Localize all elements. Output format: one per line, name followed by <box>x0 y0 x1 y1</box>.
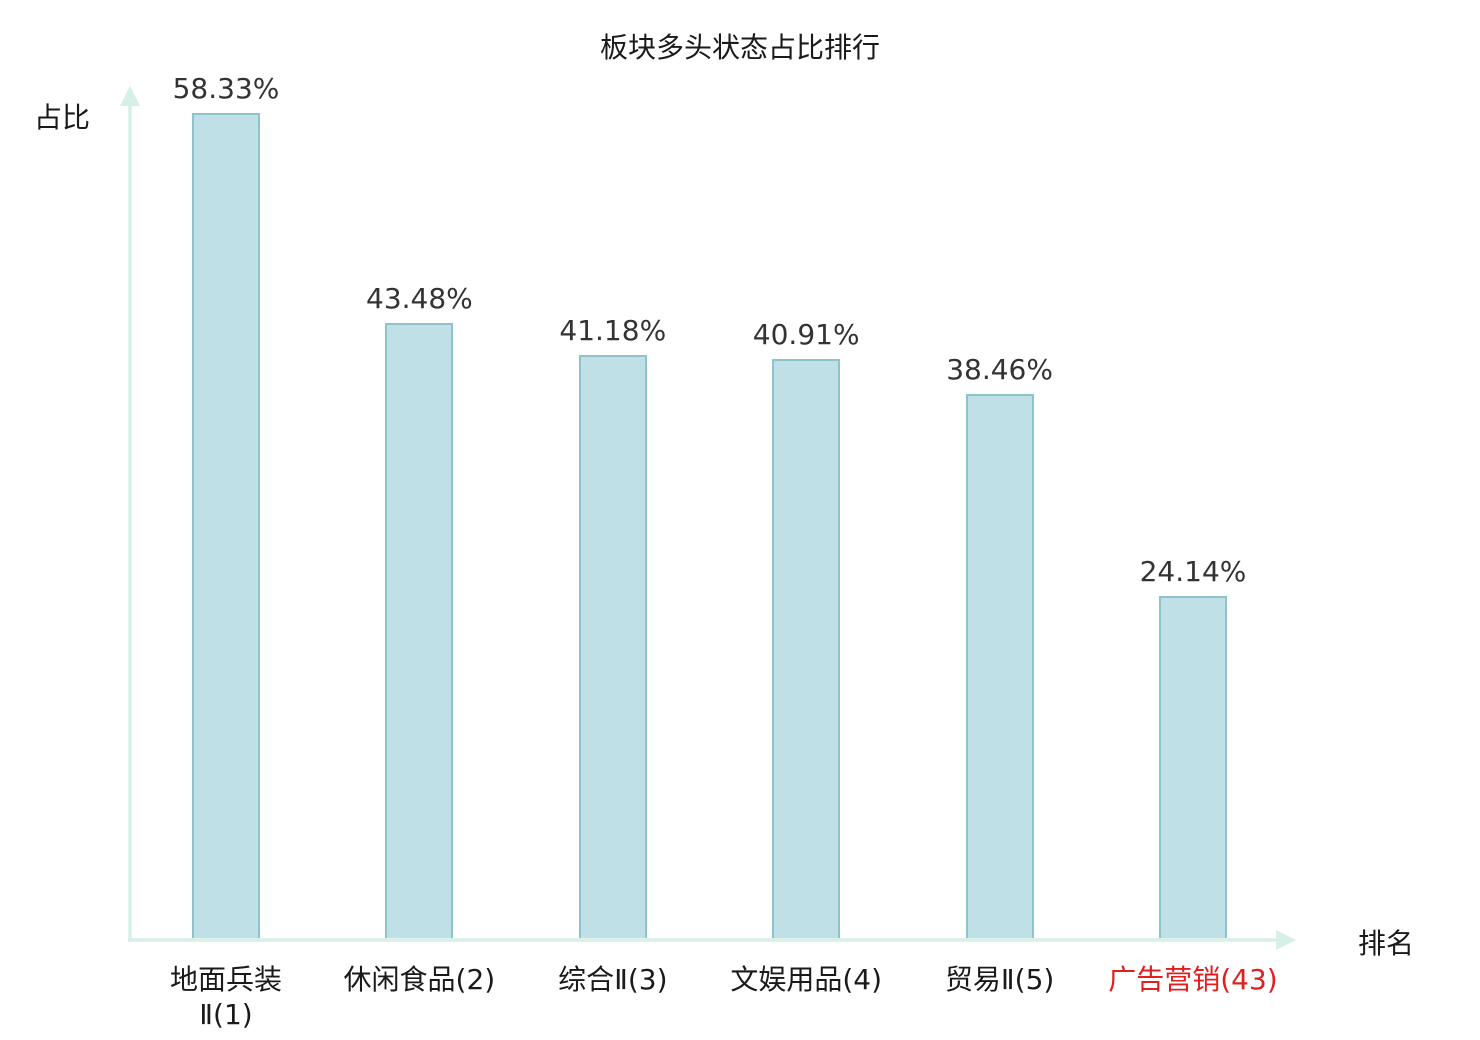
x-axis-label: 排名 <box>1358 927 1415 960</box>
bar-value-label: 24.14% <box>1139 555 1247 589</box>
x-axis-tick-label: 广告营销(43) <box>1108 963 1278 996</box>
x-axis-arrow-icon <box>1276 930 1296 950</box>
y-axis-label: 占比 <box>34 101 91 134</box>
bar <box>772 359 841 938</box>
x-axis-tick-label: 综合Ⅱ(3) <box>558 963 668 996</box>
bar-value-label: 43.48% <box>366 281 473 315</box>
bar <box>965 393 1034 938</box>
x-axis-tick-label: 地面兵装 Ⅱ(1) <box>169 963 282 1031</box>
bar-value-label: 41.18% <box>559 314 667 348</box>
x-axis-tick-label: 休闲食品(2) <box>343 963 496 996</box>
x-axis-tick-label: 文娱用品(4) <box>730 963 883 996</box>
bar <box>1159 596 1227 938</box>
bar-value-label: 38.46% <box>946 352 1053 386</box>
bar <box>578 355 647 938</box>
bar-value-label: 58.33% <box>172 71 280 105</box>
bar-value-label: 40.91% <box>752 318 860 352</box>
bar <box>192 112 260 938</box>
bar <box>385 322 454 938</box>
y-axis-arrow-icon <box>120 86 140 106</box>
chart-title: 板块多头状态占比排行 <box>599 31 880 64</box>
x-axis-tick-label: 贸易Ⅱ(5) <box>944 963 1055 996</box>
